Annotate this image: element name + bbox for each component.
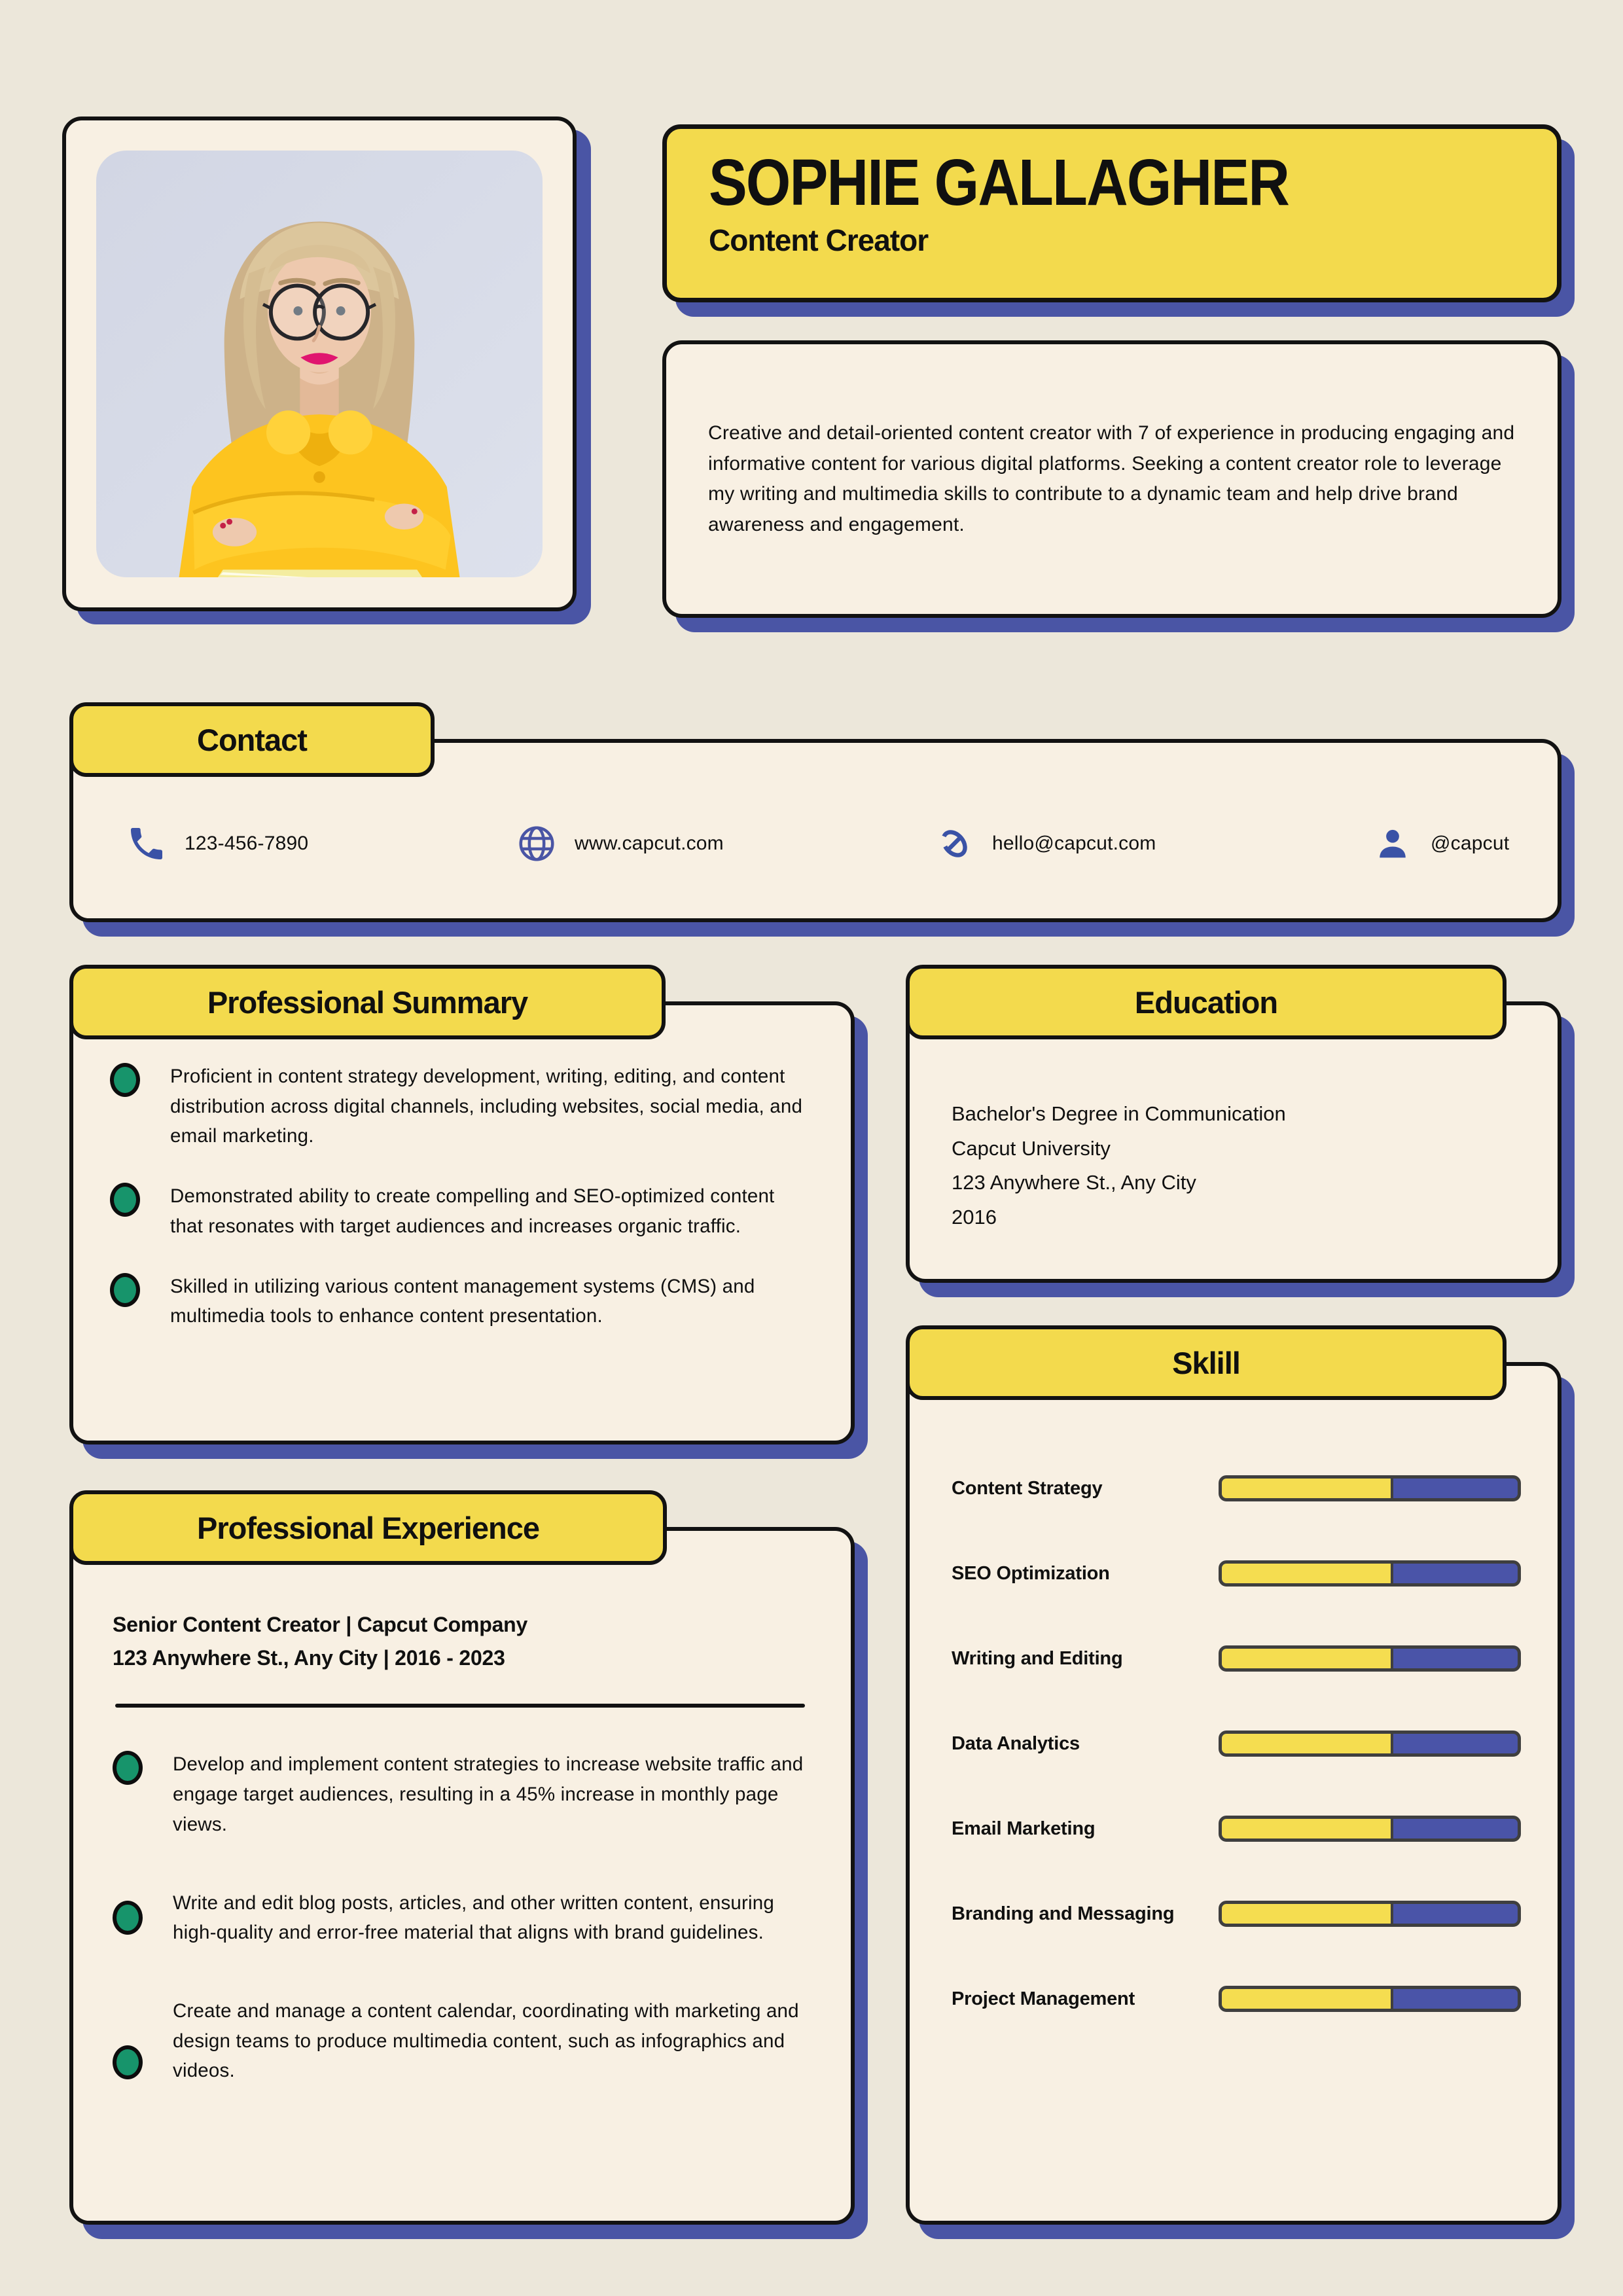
skill-bar	[1219, 1901, 1521, 1927]
skill-bar-fill	[1222, 1479, 1394, 1498]
skill-bar-fill	[1222, 1564, 1394, 1583]
education-section-title: Education	[906, 965, 1507, 1039]
skill-bar	[1219, 1475, 1521, 1501]
portrait-photo	[96, 151, 543, 577]
skill-bar-fill	[1222, 1819, 1394, 1839]
list-item: Write and edit blog posts, articles, and…	[113, 1888, 808, 1948]
job-title: Senior Content Creator | Capcut Company	[113, 1613, 528, 1636]
skill-row: SEO Optimization	[952, 1531, 1521, 1616]
skill-bar-fill	[1222, 1649, 1394, 1668]
skill-bar	[1219, 1560, 1521, 1587]
skill-row: Project Management	[952, 1956, 1521, 2041]
contact-section-title: Contact	[69, 702, 435, 777]
skill-bar	[1219, 1816, 1521, 1842]
education-section: Education Bachelor's Degree in Communica…	[906, 965, 1561, 1283]
divider	[115, 1704, 805, 1708]
education-school: Capcut University	[952, 1136, 1111, 1160]
experience-section-title: Professional Experience	[69, 1490, 667, 1565]
bullet-icon	[110, 1183, 140, 1217]
skill-bar	[1219, 1986, 1521, 2012]
skill-bar	[1219, 1731, 1521, 1757]
skill-bar	[1219, 1645, 1521, 1672]
portrait-illustration	[96, 151, 543, 577]
job-meta: 123 Anywhere St., Any City | 2016 - 2023	[113, 1646, 505, 1670]
education-address: 123 Anywhere St., Any City	[952, 1171, 1196, 1194]
contact-website[interactable]: www.capcut.com	[516, 823, 933, 865]
bullet-icon	[113, 1751, 143, 1785]
person-role: Content Creator	[709, 223, 929, 257]
skill-bar-fill	[1222, 1904, 1394, 1924]
social-handle: @capcut	[1431, 833, 1510, 854]
contact-social[interactable]: @capcut	[1372, 823, 1509, 865]
bullet-icon	[110, 1063, 140, 1097]
skill-row: Content Strategy	[952, 1446, 1521, 1531]
website-url: www.capcut.com	[575, 833, 724, 854]
education-year: 2016	[952, 1206, 997, 1229]
list-item: Proficient in content strategy developme…	[110, 1062, 809, 1151]
education-degree: Bachelor's Degree in Communication	[952, 1102, 1286, 1125]
skills-section-title: Sklill	[906, 1325, 1507, 1400]
skill-row: Data Analytics	[952, 1701, 1521, 1786]
globe-icon	[519, 826, 554, 861]
user-icon	[1380, 829, 1406, 858]
list-item: Skilled in utilizing various content man…	[110, 1272, 809, 1331]
bullet-icon	[113, 2045, 143, 2080]
list-item: Develop and implement content strategies…	[113, 1749, 808, 1839]
email-address: hello@capcut.com	[992, 833, 1156, 854]
phone-icon	[131, 828, 162, 859]
skill-row: Branding and Messaging	[952, 1871, 1521, 1956]
photo-card	[62, 117, 577, 611]
skill-row: Email Marketing	[952, 1786, 1521, 1871]
list-item: Demonstrated ability to create compellin…	[110, 1181, 809, 1241]
bullet-icon	[110, 1272, 140, 1307]
phone-number: 123-456-7890	[185, 833, 309, 854]
skill-row: Writing and Editing	[952, 1616, 1521, 1701]
experience-section: Professional Experience Senior Content C…	[69, 1490, 855, 2225]
contact-phone[interactable]: 123-456-7890	[126, 823, 516, 865]
list-item: Create and manage a content calendar, co…	[113, 1996, 808, 2086]
skills-section: Sklill Content Strategy SEO Optimization…	[906, 1325, 1561, 2225]
skill-bar-fill	[1222, 1989, 1394, 2009]
intro-text: Creative and detail-oriented content cre…	[708, 422, 1515, 535]
professional-summary-title: Professional Summary	[69, 965, 666, 1039]
link-icon	[941, 830, 967, 857]
experience-card: Senior Content Creator | Capcut Company …	[69, 1527, 855, 2225]
skills-card: Content Strategy SEO Optimization Writin…	[906, 1362, 1561, 2225]
bullet-icon	[113, 1901, 143, 1935]
skill-bar-fill	[1222, 1734, 1394, 1753]
page-title: SOPHIE GALLAGHER	[709, 146, 1290, 219]
contact-section: Contact 123-456-7890 www.capcut.com	[69, 702, 1561, 922]
header-card: SOPHIE GALLAGHER Content Creator	[662, 124, 1561, 302]
intro-card: Creative and detail-oriented content cre…	[662, 340, 1561, 618]
education-card: Bachelor's Degree in Communication Capcu…	[906, 1001, 1561, 1283]
professional-summary-card: Proficient in content strategy developme…	[69, 1001, 855, 1444]
professional-summary-section: Professional Summary Proficient in conte…	[69, 965, 855, 1444]
contact-email[interactable]: hello@capcut.com	[933, 823, 1372, 865]
